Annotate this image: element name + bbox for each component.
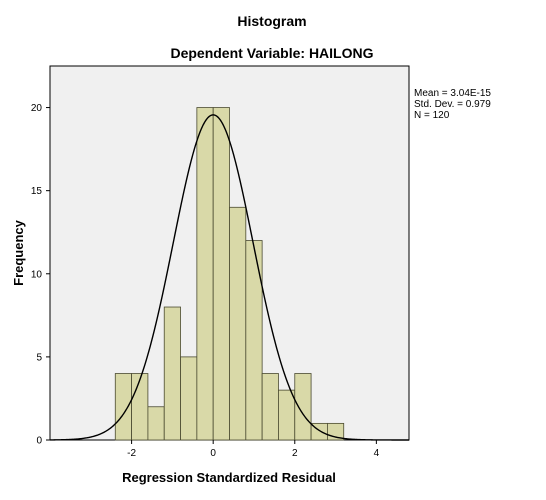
normal-curve <box>50 114 409 441</box>
histogram-bar <box>212 107 230 441</box>
y-tick-label: 5 <box>36 352 42 363</box>
histogram-bar <box>147 406 165 441</box>
histogram-bar <box>196 107 214 441</box>
x-axis-title: Regression Standardized Residual <box>122 470 336 485</box>
y-tick-label: 20 <box>31 103 43 114</box>
x-tick-label: 4 <box>374 448 380 459</box>
histogram-bar <box>180 356 198 441</box>
stat-std-dev: Std. Dev. = 0.979 <box>414 99 491 110</box>
histogram-bar <box>278 389 296 441</box>
histogram-bar <box>114 373 132 441</box>
histogram-bar <box>131 373 149 441</box>
x-tick-label: 2 <box>292 448 298 459</box>
histogram-bar <box>294 373 312 441</box>
axes: 0 5 10 15 20 -2 0 2 4 <box>31 103 380 459</box>
stats-box: Mean = 3.04E-15 Std. Dev. = 0.979 N = 12… <box>414 88 491 121</box>
chart-subtitle: Dependent Variable: HAILONG <box>170 45 373 61</box>
y-tick-label: 15 <box>31 186 43 197</box>
y-tick-label: 10 <box>31 269 43 280</box>
histogram-bar <box>229 206 247 441</box>
y-axis-title: Frequency <box>11 219 26 286</box>
chart-title: Histogram <box>237 13 306 29</box>
x-tick-label: -2 <box>127 448 136 459</box>
histogram-bar <box>163 306 181 441</box>
x-tick-label: 0 <box>210 448 216 459</box>
stat-mean: Mean = 3.04E-15 <box>414 88 491 99</box>
stat-n: N = 120 <box>414 110 450 121</box>
histogram-bar <box>245 240 263 441</box>
histogram-bar <box>261 373 279 441</box>
y-tick-label: 0 <box>36 436 42 447</box>
bars <box>114 107 345 441</box>
